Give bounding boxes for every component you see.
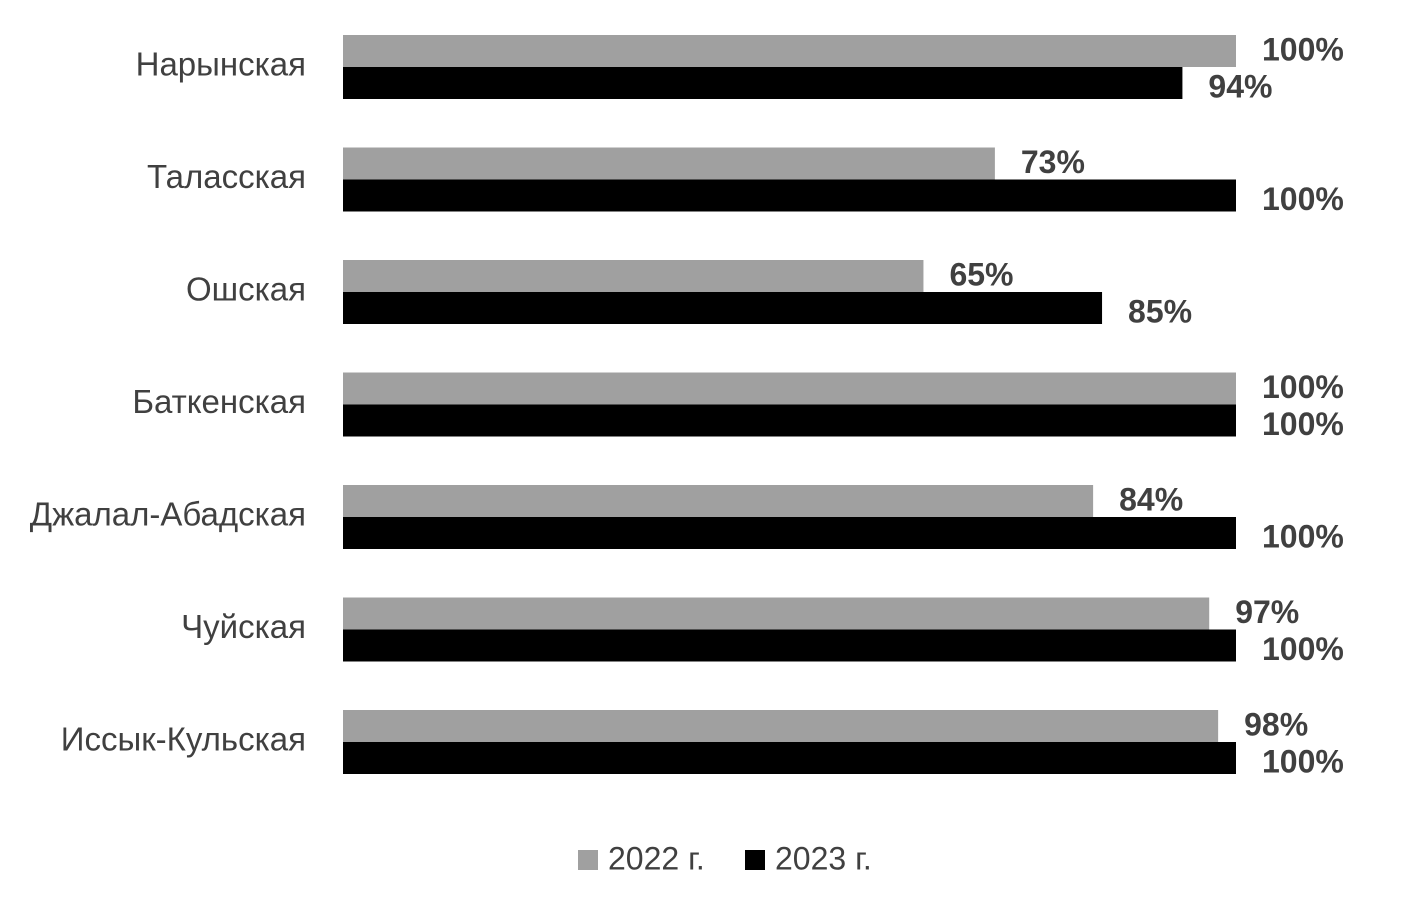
bar-series-1 bbox=[343, 147, 995, 180]
legend-label: 2023 г. bbox=[775, 840, 872, 876]
category-label: Баткенская bbox=[132, 383, 306, 420]
data-label: 100% bbox=[1262, 631, 1344, 667]
category-label: Ошская bbox=[186, 271, 306, 308]
bar-series-1 bbox=[343, 597, 1210, 630]
category-label: Таласская bbox=[147, 158, 306, 195]
legend: 2022 г. 2023 г. bbox=[578, 840, 872, 876]
data-label: 100% bbox=[1262, 518, 1344, 554]
category-label: Иссык-Кульская bbox=[61, 721, 306, 758]
bar-series-2 bbox=[343, 517, 1236, 549]
bar-series-1 bbox=[343, 372, 1236, 405]
category-label: Чуйская bbox=[181, 608, 306, 645]
data-label: 85% bbox=[1128, 293, 1192, 329]
data-label: 100% bbox=[1262, 31, 1344, 67]
bar-series-2 bbox=[343, 67, 1183, 99]
data-label: 100% bbox=[1262, 369, 1344, 405]
data-label: 73% bbox=[1021, 144, 1085, 180]
bar-series-1 bbox=[343, 260, 924, 292]
legend-swatch bbox=[745, 850, 765, 870]
bars-layer bbox=[343, 35, 1236, 774]
data-labels: 100%94%73%100%65%85%100%100%84%100%97%10… bbox=[949, 31, 1343, 779]
legend-swatch bbox=[578, 850, 598, 870]
bar-series-1 bbox=[343, 485, 1094, 517]
data-label: 100% bbox=[1262, 743, 1344, 779]
data-label: 94% bbox=[1208, 68, 1272, 104]
bar-series-1 bbox=[343, 35, 1236, 67]
bar-series-2 bbox=[343, 292, 1103, 324]
bar-series-2 bbox=[343, 404, 1236, 437]
data-label: 84% bbox=[1119, 481, 1183, 517]
legend-label: 2022 г. bbox=[608, 840, 705, 876]
data-label: 100% bbox=[1262, 406, 1344, 442]
category-label: Джалал-Абадская bbox=[30, 496, 306, 533]
data-label: 100% bbox=[1262, 181, 1344, 217]
bar-series-2 bbox=[343, 629, 1236, 662]
bar-series-1 bbox=[343, 710, 1219, 742]
data-label: 65% bbox=[949, 256, 1013, 292]
bar-series-2 bbox=[343, 179, 1236, 212]
category-labels: Нарынская Таласская Ошская Баткенская Джалал… bbox=[30, 46, 306, 758]
data-label: 97% bbox=[1235, 594, 1299, 630]
bar-series-2 bbox=[343, 742, 1236, 774]
category-label: Нарынская bbox=[136, 46, 306, 83]
data-label: 98% bbox=[1244, 706, 1308, 742]
